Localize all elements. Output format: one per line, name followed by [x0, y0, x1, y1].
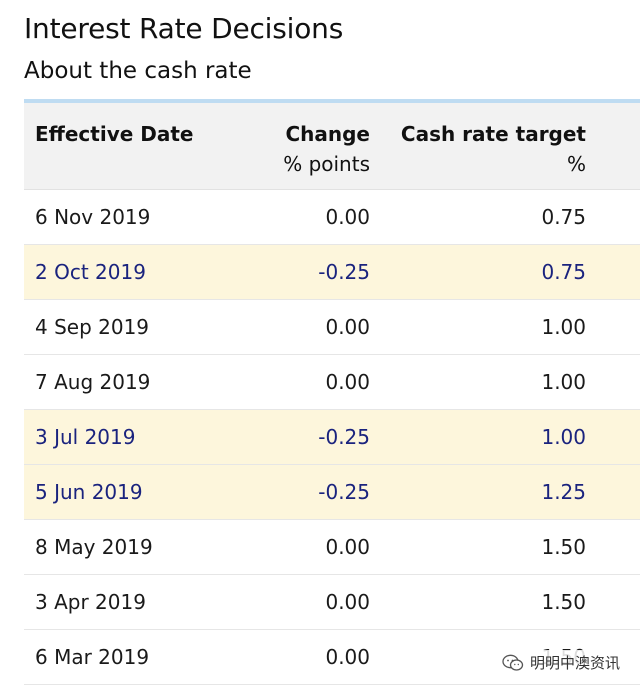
page-title: Interest Rate Decisions	[24, 12, 344, 45]
cell-cash-rate-target: 1.50	[541, 535, 586, 559]
cell-change: -0.25	[318, 425, 370, 449]
table-row: 8 May 2019 0.00 1.50	[24, 520, 640, 575]
watermark: 明明中澳资讯	[497, 650, 624, 675]
cell-change: 0.00	[325, 315, 370, 339]
cell-effective-date: 6 Nov 2019	[35, 205, 151, 229]
header-cash-rate-target: Cash rate target	[400, 122, 586, 146]
cell-effective-date: 7 Aug 2019	[35, 370, 151, 394]
cell-effective-date: 6 Mar 2019	[35, 645, 150, 669]
watermark-text: 明明中澳资讯	[529, 654, 620, 672]
cell-change: -0.25	[318, 260, 370, 284]
cell-change: 0.00	[325, 645, 370, 669]
cell-cash-rate-target: 0.75	[541, 260, 586, 284]
table-row: 3 Apr 2019 0.00 1.50	[24, 575, 640, 630]
cell-cash-rate-target: 0.75	[541, 205, 586, 229]
cell-cash-rate-target: 1.50	[541, 590, 586, 614]
page-subtitle: About the cash rate	[24, 58, 252, 84]
cell-cash-rate-target: 1.25	[541, 480, 586, 504]
cell-cash-rate-target: 1.00	[541, 370, 586, 394]
cell-effective-date: 5 Jun 2019	[35, 480, 143, 504]
table-row: 4 Sep 2019 0.00 1.00	[24, 300, 640, 355]
header-change: Change	[285, 122, 370, 146]
cell-change: 0.00	[325, 590, 370, 614]
header-effective-date: Effective Date	[35, 122, 194, 146]
header-change-unit: % points	[283, 152, 370, 176]
cell-effective-date: 2 Oct 2019	[35, 260, 146, 284]
cell-change: 0.00	[325, 370, 370, 394]
table-row: 2 Oct 2019 -0.25 0.75	[24, 245, 640, 300]
cell-effective-date: 8 May 2019	[35, 535, 153, 559]
cell-change: 0.00	[325, 535, 370, 559]
cell-effective-date: 4 Sep 2019	[35, 315, 150, 339]
cell-change: -0.25	[318, 480, 370, 504]
header-cash-rate-unit: %	[566, 152, 586, 176]
cell-effective-date: 3 Apr 2019	[35, 590, 146, 614]
cell-cash-rate-target: 1.00	[541, 315, 586, 339]
cell-effective-date: 3 Jul 2019	[35, 425, 136, 449]
wechat-icon	[502, 654, 524, 671]
table-header: Effective Date Change % points Cash rate…	[24, 103, 640, 190]
cell-change: 0.00	[325, 205, 370, 229]
table-row: 7 Aug 2019 0.00 1.00	[24, 355, 640, 410]
cash-rate-table: Effective Date Change % points Cash rate…	[24, 99, 640, 685]
table-row: 5 Jun 2019 -0.25 1.25	[24, 465, 640, 520]
table-row: 3 Jul 2019 -0.25 1.00	[24, 410, 640, 465]
table-row: 6 Nov 2019 0.00 0.75	[24, 190, 640, 245]
table-body: 6 Nov 2019 0.00 0.75 2 Oct 2019 -0.25 0.75 4 S…	[24, 190, 640, 685]
table-top-rule	[24, 99, 640, 103]
cell-cash-rate-target: 1.00	[541, 425, 586, 449]
